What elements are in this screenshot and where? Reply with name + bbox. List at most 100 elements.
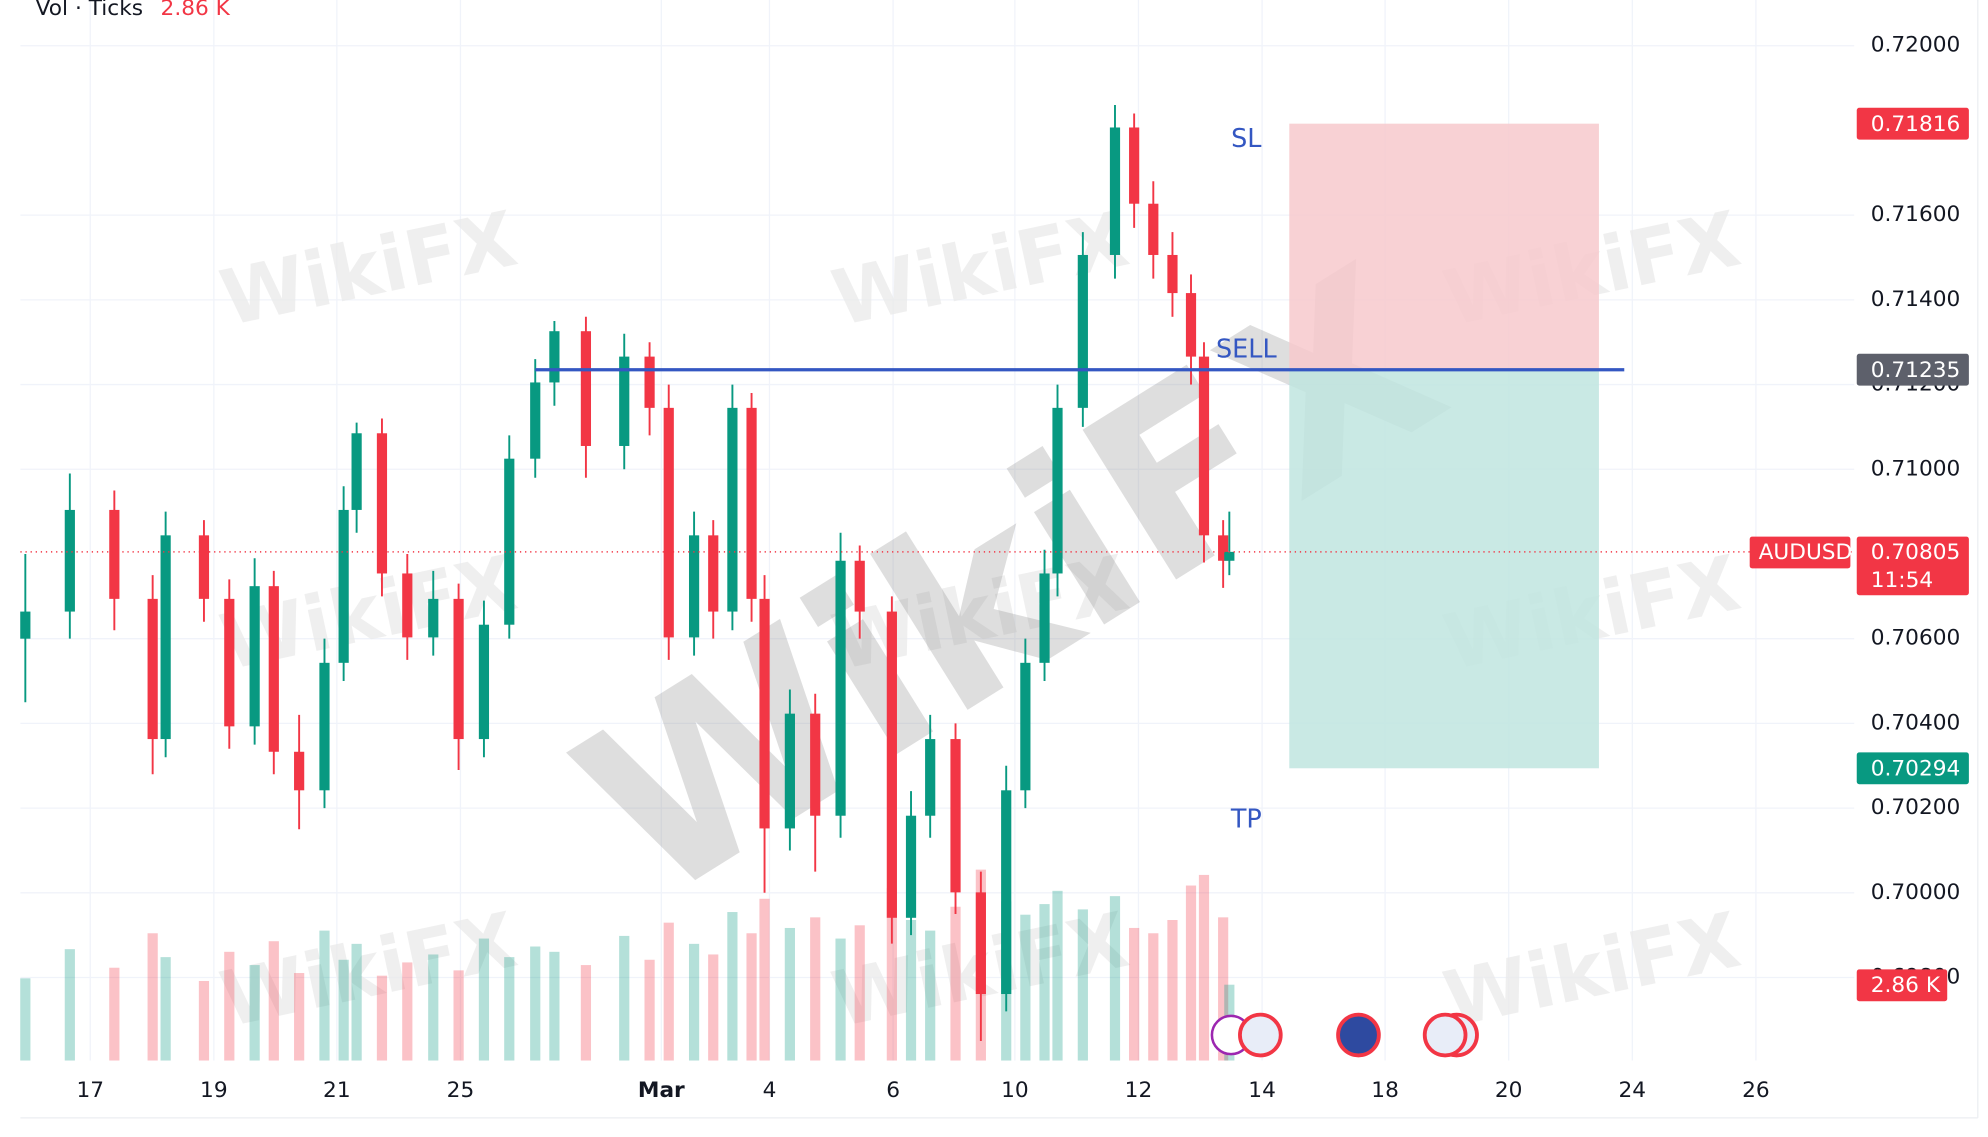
candle-body [644,356,655,408]
volume-bar [759,898,770,1061]
candle-body [854,560,865,612]
x-tick-label: 18 [1371,1078,1399,1103]
candle-body [224,598,235,727]
volume-bar [1198,874,1210,1061]
volume-bar [198,980,210,1061]
candle-body [1129,127,1140,204]
volume-bar [619,935,630,1061]
candle-body [376,433,388,574]
volume-bar [746,933,757,1061]
event-icons [1210,1012,1479,1058]
y-tick-label: 0.70400 [1871,710,1961,735]
entry-label-bg [1856,353,1969,386]
volume-bar [708,954,719,1061]
candle-body [1198,356,1210,536]
volume-bar [338,959,349,1061]
x-tick-label: 12 [1125,1078,1153,1103]
candle-body [319,662,330,791]
event-icon [1336,1012,1381,1058]
volume-bar [294,973,305,1061]
volume-bar [376,975,388,1061]
event-icon [1238,1012,1283,1058]
volume-bar [950,906,961,1061]
candle-body [351,433,362,510]
volume-bar [1167,920,1178,1061]
volume-bar [644,959,655,1061]
y-tick-label: 0.70000 [1871,880,1961,905]
x-tick-label: 10 [1001,1078,1029,1103]
candle-body [708,535,719,612]
volume-bar [549,951,560,1061]
candle-body [905,815,917,918]
candle-body [746,407,757,599]
candle-body [1218,535,1229,561]
x-tick-label: 4 [763,1078,777,1103]
volume-bar [1077,909,1088,1061]
volume-bar [905,920,917,1061]
volume-bar [160,957,171,1061]
symbol-label: AUDUSD [1759,540,1853,565]
candle-body [886,611,897,918]
volume-label-bg [1856,969,1948,1002]
candle-body [784,713,795,829]
volume-bar [402,962,413,1061]
volume-bar [1185,885,1197,1061]
volume-bar [854,925,865,1061]
candle-body [1052,407,1063,574]
last-price-bg [1856,536,1969,596]
candle-body [160,535,171,740]
candle-body [1109,127,1121,255]
x-tick-label: 6 [886,1078,900,1103]
candle-body [147,598,158,740]
volume-bar [351,943,362,1061]
y-tick-label: 0.70200 [1871,795,1961,820]
volume-bar [478,938,490,1061]
volume-bar [835,938,846,1061]
candle-body [1039,573,1050,663]
volume-bar [886,888,897,1061]
candle-body [1167,254,1178,294]
volume-bar [810,917,821,1061]
symbol-bg [1749,536,1851,569]
volume-bar [580,965,592,1061]
target-zone [1289,369,1599,769]
volume-bar [1052,890,1063,1061]
entry-text: SELL [1216,335,1277,365]
candle-body [338,509,349,663]
position-layer [1289,123,1599,769]
entry-label: 0.71235 [1871,358,1961,383]
x-tick-label: 20 [1495,1078,1523,1103]
candle-body [549,331,560,383]
y-tick-label: 0.71400 [1871,287,1961,312]
x-tick-label: 21 [323,1078,351,1103]
candle-body [835,560,846,816]
volume-bar [1039,904,1050,1061]
volume-bar [428,954,439,1061]
volume-label: 2.86 K [1871,973,1941,998]
volume-bar [530,946,541,1061]
candle-body [1020,662,1031,791]
volume-bar [109,967,120,1061]
x-tick-label: 14 [1248,1078,1276,1103]
volume-bar [147,933,158,1061]
volume-bar [20,978,31,1061]
candle-body [1001,790,1012,995]
y-tick-label: 0.70600 [1871,626,1961,651]
candle-body [580,331,592,446]
y-tick-label: 0.71600 [1871,202,1961,227]
candle-body [504,458,515,625]
volume-bar [319,930,330,1061]
x-tick-label: 25 [447,1078,475,1103]
volume-bar [249,965,260,1061]
y-tick-label: 0.71000 [1871,456,1961,481]
stop-label: 0.71816 [1871,112,1961,137]
candle-body [759,598,770,829]
candle-body [727,407,738,612]
target-label-bg [1856,752,1969,785]
volume-bar [224,951,235,1061]
candle-body [402,573,413,638]
last-price-label: 0.70805 [1871,540,1961,565]
candle-body [20,611,31,639]
volume-bar [1109,896,1121,1061]
